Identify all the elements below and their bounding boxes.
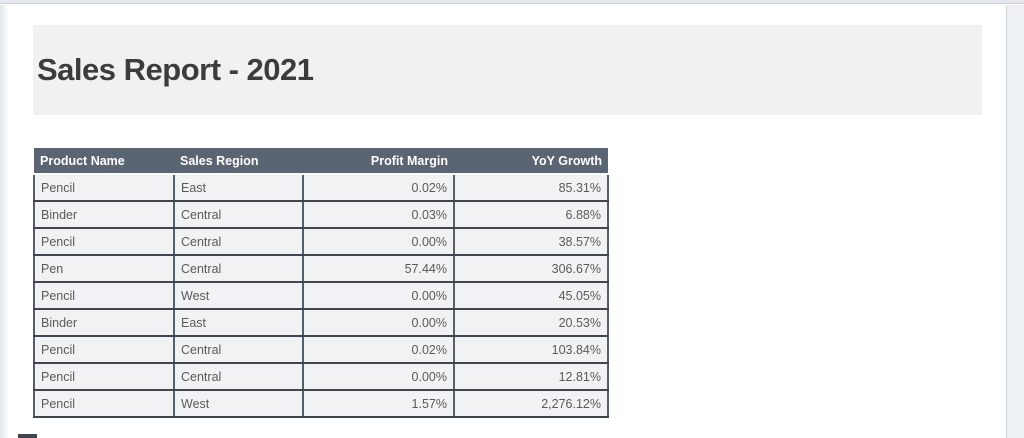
column-header-sales-region: Sales Region	[174, 148, 303, 175]
table-row: Pencil Central 0.00% 12.81%	[33, 362, 609, 391]
table-cell: 0.00%	[302, 281, 455, 310]
table-cell: Pencil	[33, 173, 175, 202]
sales-report-table: Product Name Sales Region Profit Margin …	[33, 148, 609, 418]
table-cell: 1.57%	[302, 389, 455, 418]
table-row: Pen Central 57.44% 306.67%	[33, 254, 609, 283]
table-row: Pencil East 0.02% 85.31%	[33, 173, 609, 202]
table-cell: 306.67%	[453, 254, 609, 283]
table-row: Pencil West 1.57% 2,276.12%	[33, 389, 609, 418]
table-row: Binder East 0.00% 20.53%	[33, 308, 609, 337]
table-cell: Pencil	[33, 389, 175, 418]
table-cell: Central	[173, 227, 304, 256]
table-cell: Binder	[33, 308, 175, 337]
column-header-yoy-growth: YoY Growth	[454, 148, 608, 175]
table-cell: 0.00%	[302, 362, 455, 391]
report-content: Sales Report - 2021 Product Name Sales R…	[33, 25, 982, 418]
column-header-profit-margin: Profit Margin	[303, 148, 454, 175]
table-cell: 38.57%	[453, 227, 609, 256]
table-cell: 20.53%	[453, 308, 609, 337]
table-cell: 85.31%	[453, 173, 609, 202]
table-cell: 2,276.12%	[453, 389, 609, 418]
table-cell: Pencil	[33, 362, 175, 391]
table-cell: 0.03%	[302, 200, 455, 229]
column-header-product-name: Product Name	[34, 148, 174, 175]
table-row: Pencil Central 0.02% 103.84%	[33, 335, 609, 364]
table-cell: East	[173, 173, 304, 202]
table-cell: West	[173, 389, 304, 418]
table-cell: 0.02%	[302, 335, 455, 364]
table-cell: 12.81%	[453, 362, 609, 391]
table-row: Binder Central 0.03% 6.88%	[33, 200, 609, 229]
table-cell: 45.05%	[453, 281, 609, 310]
left-page-edge	[0, 5, 9, 438]
table-cell: Central	[173, 335, 304, 364]
bottom-left-window-notch	[18, 434, 37, 438]
table-cell: Pen	[33, 254, 175, 283]
table-cell: Central	[173, 362, 304, 391]
table-cell: 57.44%	[302, 254, 455, 283]
table-cell: 0.00%	[302, 227, 455, 256]
vertical-scrollbar-track[interactable]	[1006, 5, 1024, 438]
table-cell: 6.88%	[453, 200, 609, 229]
table-cell: 103.84%	[453, 335, 609, 364]
table-row: Pencil West 0.00% 45.05%	[33, 281, 609, 310]
table-cell: Pencil	[33, 335, 175, 364]
table-row: Pencil Central 0.00% 38.57%	[33, 227, 609, 256]
table-cell: Pencil	[33, 281, 175, 310]
table-cell: Central	[173, 254, 304, 283]
table-cell: 0.00%	[302, 308, 455, 337]
table-cell: Central	[173, 200, 304, 229]
table-cell: East	[173, 308, 304, 337]
top-chrome-edge	[0, 0, 1024, 4]
page-title: Sales Report - 2021	[37, 52, 314, 87]
title-band: Sales Report - 2021	[33, 25, 982, 115]
table-cell: Pencil	[33, 227, 175, 256]
table-cell: West	[173, 281, 304, 310]
table-body: Pencil East 0.02% 85.31% Binder Central 0.03% 6…	[33, 173, 609, 418]
table-header-row: Product Name Sales Region Profit Margin …	[34, 148, 608, 175]
table-cell: 0.02%	[302, 173, 455, 202]
table-cell: Binder	[33, 200, 175, 229]
